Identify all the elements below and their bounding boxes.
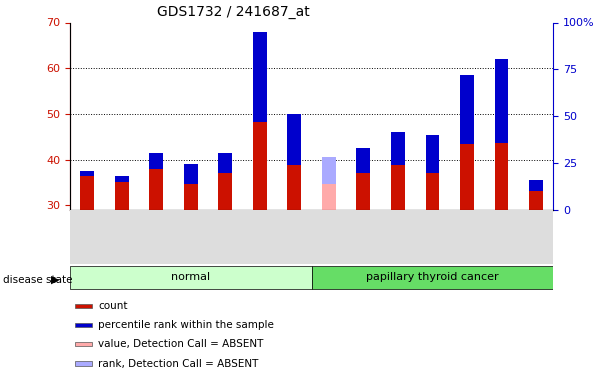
Text: GDS1732 / 241687_at: GDS1732 / 241687_at bbox=[157, 5, 309, 19]
Bar bbox=[150, 153, 163, 169]
Bar bbox=[115, 176, 129, 210]
Bar bbox=[218, 153, 232, 173]
Bar bbox=[460, 75, 474, 210]
Text: value, Detection Call = ABSENT: value, Detection Call = ABSENT bbox=[98, 339, 264, 349]
Text: count: count bbox=[98, 301, 128, 311]
FancyBboxPatch shape bbox=[70, 266, 311, 290]
Bar bbox=[75, 323, 92, 327]
Bar bbox=[356, 148, 370, 210]
Bar bbox=[426, 135, 440, 210]
Bar bbox=[356, 148, 370, 172]
Bar bbox=[391, 132, 405, 165]
Bar bbox=[253, 32, 267, 122]
Bar bbox=[80, 171, 94, 210]
Bar bbox=[184, 164, 198, 184]
Text: papillary thyroid cancer: papillary thyroid cancer bbox=[366, 273, 499, 282]
Bar bbox=[80, 171, 94, 176]
Bar bbox=[184, 164, 198, 210]
Bar bbox=[529, 180, 543, 210]
Bar bbox=[75, 362, 92, 366]
Bar bbox=[75, 342, 92, 346]
Text: disease state: disease state bbox=[3, 275, 72, 285]
Bar bbox=[426, 135, 440, 172]
Bar bbox=[115, 176, 129, 182]
Bar bbox=[460, 75, 474, 144]
Bar bbox=[322, 158, 336, 184]
Bar bbox=[218, 153, 232, 210]
Bar bbox=[494, 59, 508, 142]
Bar bbox=[288, 114, 301, 210]
Text: normal: normal bbox=[171, 273, 210, 282]
Bar bbox=[75, 304, 92, 308]
Bar bbox=[322, 158, 336, 210]
Bar bbox=[253, 32, 267, 210]
Bar bbox=[391, 132, 405, 210]
Bar bbox=[150, 153, 163, 210]
FancyBboxPatch shape bbox=[311, 266, 553, 290]
Text: percentile rank within the sample: percentile rank within the sample bbox=[98, 320, 274, 330]
Text: ▶: ▶ bbox=[51, 275, 60, 285]
Text: rank, Detection Call = ABSENT: rank, Detection Call = ABSENT bbox=[98, 358, 259, 369]
Bar bbox=[529, 180, 543, 191]
Bar bbox=[494, 59, 508, 210]
Bar bbox=[288, 114, 301, 165]
